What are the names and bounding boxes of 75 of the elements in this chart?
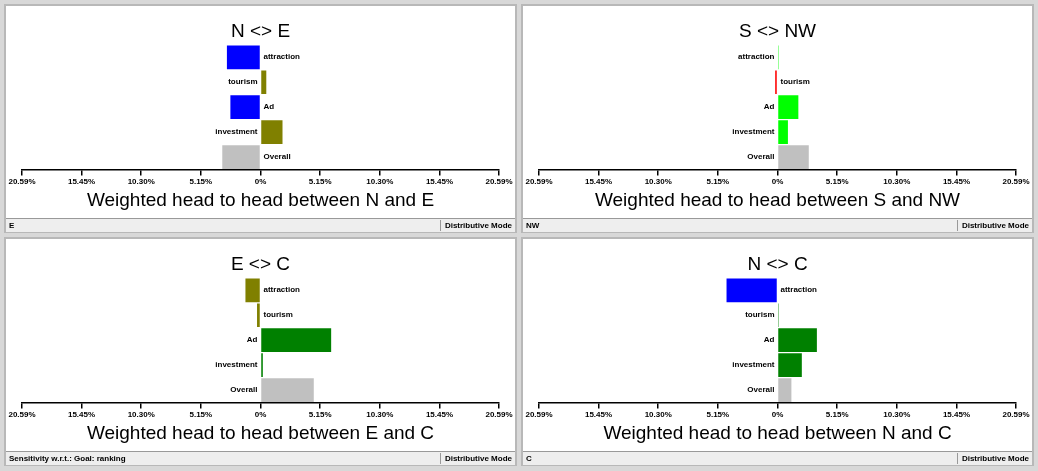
x-tick-label: 5.15% bbox=[706, 409, 730, 419]
x-tick-label: 15.45% bbox=[942, 176, 971, 186]
x-axis-title: Weighted head to head between S and NW bbox=[594, 188, 961, 210]
x-tick-label: 10.30% bbox=[127, 176, 155, 186]
x-tick-label: 15.45% bbox=[67, 176, 96, 186]
x-tick-label: 20.59% bbox=[8, 176, 36, 186]
chart-title: S <> NW bbox=[738, 19, 817, 41]
x-tick-label: 0% bbox=[254, 176, 267, 186]
text: Distributive Mode bbox=[439, 220, 512, 231]
text: NW bbox=[526, 220, 540, 231]
x-tick-label: 10.30% bbox=[644, 176, 672, 186]
category-label: attraction bbox=[263, 52, 300, 62]
x-tick-label: 5.15% bbox=[189, 176, 213, 186]
category-label: investment bbox=[215, 360, 258, 370]
x-tick-label: 10.30% bbox=[127, 409, 155, 419]
x-tick-label: 15.45% bbox=[425, 409, 454, 419]
category-label: Ad bbox=[763, 102, 775, 112]
category-label: Overall bbox=[747, 385, 775, 395]
category-label: investment bbox=[215, 127, 258, 137]
category-label: attraction bbox=[780, 285, 817, 295]
category-label: tourism bbox=[745, 310, 775, 320]
x-tick-label: 20.59% bbox=[8, 409, 36, 419]
x-tick-label: 5.15% bbox=[308, 176, 332, 186]
category-label: Ad bbox=[246, 335, 258, 345]
chart-title: N <> C bbox=[747, 252, 808, 274]
text: Distributive Mode bbox=[956, 220, 1029, 231]
x-tick-label: 10.30% bbox=[883, 176, 911, 186]
category-label: investment bbox=[732, 127, 775, 137]
x-tick-label: 15.45% bbox=[425, 176, 454, 186]
category-label: Ad bbox=[263, 102, 275, 112]
text: Sensitivity w.r.t.: Goal: ranking bbox=[9, 453, 126, 464]
x-tick-label: 5.15% bbox=[825, 176, 849, 186]
text: Distributive Mode bbox=[956, 453, 1029, 464]
bar bbox=[261, 378, 314, 402]
x-tick-label: 20.59% bbox=[1002, 176, 1030, 186]
x-tick-label: 10.30% bbox=[366, 176, 394, 186]
x-tick-label: 10.30% bbox=[883, 409, 911, 419]
text: C bbox=[526, 453, 532, 464]
category-label: attraction bbox=[263, 285, 300, 295]
x-tick-label: 10.30% bbox=[644, 409, 672, 419]
chart-title: E <> C bbox=[230, 252, 291, 274]
category-label: investment bbox=[732, 360, 775, 370]
x-tick-label: 15.45% bbox=[584, 409, 613, 419]
x-tick-label: 15.45% bbox=[584, 176, 613, 186]
x-tick-label: 20.59% bbox=[1002, 409, 1030, 419]
category-label: Ad bbox=[763, 335, 775, 345]
x-tick-label: 5.15% bbox=[189, 409, 213, 419]
chart-title: N <> E bbox=[230, 19, 291, 41]
x-tick-label: 15.45% bbox=[942, 409, 971, 419]
category-label: tourism bbox=[780, 77, 810, 87]
category-label: tourism bbox=[228, 77, 258, 87]
x-axis-title: Weighted head to head between N and C bbox=[603, 421, 952, 443]
x-tick-label: 5.15% bbox=[706, 176, 730, 186]
category-label: Overall bbox=[747, 152, 775, 162]
x-tick-label: 20.59% bbox=[485, 409, 513, 419]
x-tick-label: 20.59% bbox=[525, 409, 553, 419]
x-tick-label: 20.59% bbox=[485, 176, 513, 186]
x-tick-label: 20.59% bbox=[525, 176, 553, 186]
x-tick-label: 5.15% bbox=[308, 409, 332, 419]
x-tick-label: 15.45% bbox=[67, 409, 96, 419]
x-tick-label: 0% bbox=[254, 409, 267, 419]
text: E bbox=[9, 220, 15, 231]
x-axis-title: Weighted head to head between E and C bbox=[86, 421, 435, 443]
bar bbox=[726, 278, 777, 303]
x-tick-label: 0% bbox=[771, 409, 784, 419]
x-tick-label: 10.30% bbox=[366, 409, 394, 419]
x-axis-title: Weighted head to head between N and E bbox=[86, 188, 435, 210]
category-label: Overall bbox=[230, 385, 258, 395]
category-label: Overall bbox=[263, 152, 291, 162]
category-label: tourism bbox=[263, 310, 293, 320]
bar bbox=[778, 378, 792, 402]
category-label: attraction bbox=[738, 52, 775, 62]
text: Distributive Mode bbox=[439, 453, 512, 464]
x-tick-label: 0% bbox=[771, 176, 784, 186]
x-tick-label: 5.15% bbox=[825, 409, 849, 419]
